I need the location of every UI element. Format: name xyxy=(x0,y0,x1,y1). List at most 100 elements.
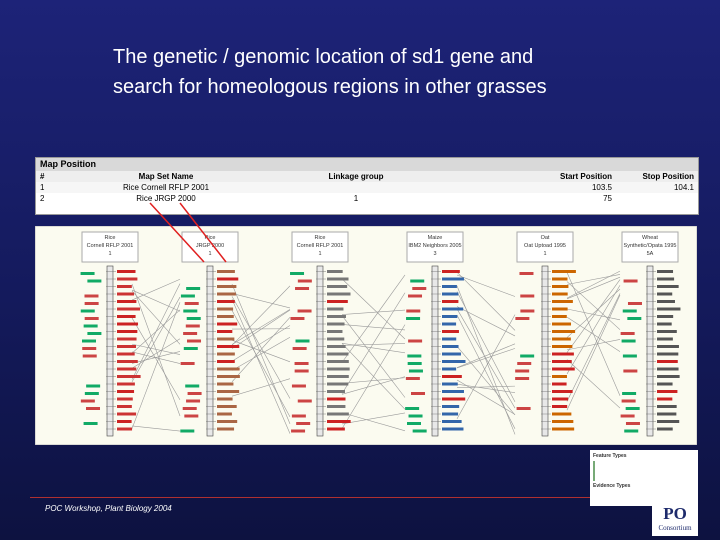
correspondence-line xyxy=(231,309,291,345)
feature-label xyxy=(442,412,459,416)
feature-label xyxy=(117,315,136,318)
feature-label xyxy=(217,397,233,401)
feature-label xyxy=(117,300,137,303)
feature-label xyxy=(327,285,348,288)
feature-label xyxy=(552,375,567,378)
map-header-text: IBM2 Neighbors 2005 xyxy=(408,243,461,249)
feature-label xyxy=(117,420,132,423)
feature-label xyxy=(657,307,681,311)
correspondence-line xyxy=(341,292,406,394)
feature-label xyxy=(327,405,346,408)
feature-label xyxy=(552,315,567,318)
map-header-text: 1 xyxy=(108,251,111,257)
feature-label xyxy=(623,279,638,283)
legend-title: Evidence Types xyxy=(593,483,631,489)
legend-items xyxy=(593,461,695,481)
correspondence-line xyxy=(131,425,181,432)
feature-label xyxy=(290,317,305,320)
feature-label xyxy=(442,405,460,408)
feature-label xyxy=(552,405,568,408)
feature-label xyxy=(83,422,98,425)
feature-label xyxy=(294,362,309,365)
feature-label xyxy=(552,382,567,386)
feature-label xyxy=(117,360,138,363)
feature-label xyxy=(217,270,235,273)
feature-label xyxy=(327,330,343,333)
cell[interactable]: Rice Cornell RFLP 2001 xyxy=(122,183,210,192)
feature-label xyxy=(185,384,200,388)
correspondence-line xyxy=(341,315,406,398)
feature-label xyxy=(442,330,459,333)
correspondence-line xyxy=(566,293,621,402)
chromosome xyxy=(316,265,324,437)
feature-label xyxy=(408,369,423,373)
feature-label xyxy=(180,362,195,365)
column-header: Linkage group xyxy=(328,172,384,181)
feature-label xyxy=(657,292,673,296)
feature-label xyxy=(620,414,635,418)
correspondence-line xyxy=(456,346,516,416)
feature-label xyxy=(80,309,95,313)
feature-label xyxy=(552,420,574,423)
feature-label xyxy=(442,390,464,393)
feature-label xyxy=(84,392,99,395)
map-header-text: 5A xyxy=(647,251,654,257)
feature-label xyxy=(87,279,102,283)
feature-label xyxy=(552,307,568,311)
correspondence-line xyxy=(456,314,516,420)
correspondence-line xyxy=(566,308,621,321)
feature-label xyxy=(327,420,351,423)
feature-label xyxy=(183,332,198,335)
feature-label xyxy=(657,367,679,371)
feature-label xyxy=(621,399,636,403)
feature-label xyxy=(117,307,140,311)
correspondence-line xyxy=(231,317,291,383)
feature-label xyxy=(520,294,535,298)
correspondence-line xyxy=(341,376,406,395)
correspondence-line xyxy=(131,283,181,417)
correspondence-line xyxy=(566,359,621,409)
feature-label xyxy=(657,420,680,423)
feature-label xyxy=(442,382,458,386)
feature-label xyxy=(184,302,199,305)
feature-label xyxy=(407,362,422,365)
table-row: 1 Rice Cornell RFLP 2001 103.5 104.1 xyxy=(36,182,698,193)
correspondence-line xyxy=(341,412,406,432)
feature-label xyxy=(327,315,346,318)
map-header-text: 1 xyxy=(318,251,321,257)
feature-label xyxy=(182,407,197,410)
correspondence-line xyxy=(566,288,621,338)
cell: 104.1 xyxy=(673,183,694,192)
cell: 103.5 xyxy=(591,183,612,192)
feature-label xyxy=(217,277,239,281)
correspondence-line xyxy=(131,302,181,429)
table-row: 2 Rice JRGP 2000 1 75 xyxy=(36,193,698,204)
chromosome xyxy=(206,265,214,437)
feature-label xyxy=(406,317,421,320)
feature-label xyxy=(297,279,312,283)
map-header-text: 1 xyxy=(543,251,546,257)
map-header-text: Rice xyxy=(204,235,215,241)
map-header-text: Oat Uptoad 1995 xyxy=(524,243,566,249)
column-header: Stop Position xyxy=(642,172,694,181)
correspondence-line xyxy=(566,272,621,396)
cell[interactable]: Rice JRGP 2000 xyxy=(136,194,196,203)
feature-label xyxy=(217,352,235,356)
feature-label xyxy=(217,315,234,318)
feature-label xyxy=(81,339,96,343)
feature-label xyxy=(217,390,240,393)
feature-label xyxy=(291,429,306,433)
correspondence-line xyxy=(231,339,291,363)
feature-label xyxy=(291,384,306,388)
feature-label xyxy=(84,294,99,298)
feature-label xyxy=(657,375,680,378)
feature-label xyxy=(442,270,460,273)
feature-label xyxy=(657,382,673,386)
feature-label xyxy=(442,292,459,296)
feature-label xyxy=(627,302,642,305)
feature-label xyxy=(657,277,675,281)
feature-label xyxy=(117,367,137,371)
feature-label xyxy=(327,300,348,303)
feature-label xyxy=(442,300,459,303)
